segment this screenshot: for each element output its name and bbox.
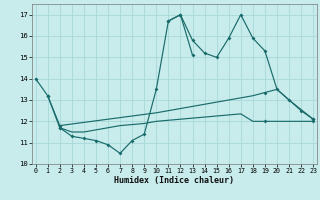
X-axis label: Humidex (Indice chaleur): Humidex (Indice chaleur) xyxy=(115,176,234,185)
